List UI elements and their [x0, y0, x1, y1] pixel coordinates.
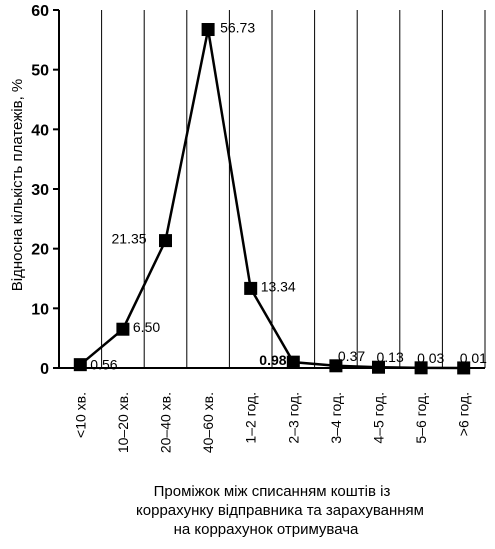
data-point [414, 361, 428, 375]
data-label: 0.37 [338, 348, 365, 364]
y-ticks: 0 10 20 30 40 50 60 [31, 3, 59, 378]
grid [101, 10, 486, 368]
x-tick-label: <10 хв. [72, 392, 88, 438]
data-label: 6.50 [133, 319, 160, 335]
data-label: 0.56 [90, 357, 117, 373]
data-point [244, 281, 258, 295]
data-label: 0.98 [259, 352, 286, 368]
data-point [201, 23, 215, 37]
y-tick-label: 20 [31, 242, 49, 259]
x-axis-title-line-2: коррахунку відправника та зарахуванням [136, 502, 424, 519]
y-tick-label: 30 [31, 182, 49, 199]
data-point [372, 360, 385, 374]
x-axis-title-line-3: на коррахунок отримувача [174, 521, 359, 538]
data-point [116, 322, 130, 336]
data-point [329, 359, 343, 373]
data-label: 21.35 [112, 231, 147, 247]
x-tick-label: >6 год. [456, 392, 472, 436]
data-point [159, 234, 172, 248]
data-label: 13.34 [261, 278, 296, 294]
x-tick-label: 2–3 год. [285, 392, 301, 444]
y-axis-title: Відносна кількість платежів, % [9, 79, 26, 292]
x-tick-label: 20–40 хв. [158, 392, 174, 453]
x-tick-label: 5–6 год. [413, 392, 429, 444]
series [73, 23, 471, 375]
x-tick-label: 3–4 год. [328, 392, 344, 444]
series-line [79, 29, 464, 370]
data-point [286, 355, 300, 369]
data-label: 0.01 [460, 350, 487, 366]
x-tick-label: 40–60 хв. [200, 392, 216, 453]
data-label: 0.03 [417, 350, 444, 366]
y-tick-label: 10 [31, 301, 49, 318]
data-labels: 0.56 6.50 21.35 56.73 13.34 0.98 0.37 0.13 0.03 0… [90, 20, 487, 373]
data-label: 0.13 [377, 349, 404, 365]
x-tick-label: 1–2 год. [243, 392, 259, 444]
x-tick-label: 4–5 год. [371, 392, 387, 444]
y-tick-label: 60 [31, 3, 49, 20]
x-ticks: <10 хв. 10–20 хв. 20–40 хв. 40–60 хв. 1–2 го… [72, 392, 471, 453]
y-tick-label: 50 [31, 63, 49, 80]
y-tick-label: 0 [40, 361, 49, 378]
x-tick-label: 10–20 хв. [115, 392, 131, 453]
data-point [73, 358, 87, 372]
data-point [457, 361, 471, 375]
y-tick-label: 40 [31, 122, 49, 139]
data-label: 56.73 [220, 20, 255, 36]
x-axis-title-line-1: Проміжок між списанням коштів із [154, 483, 391, 500]
